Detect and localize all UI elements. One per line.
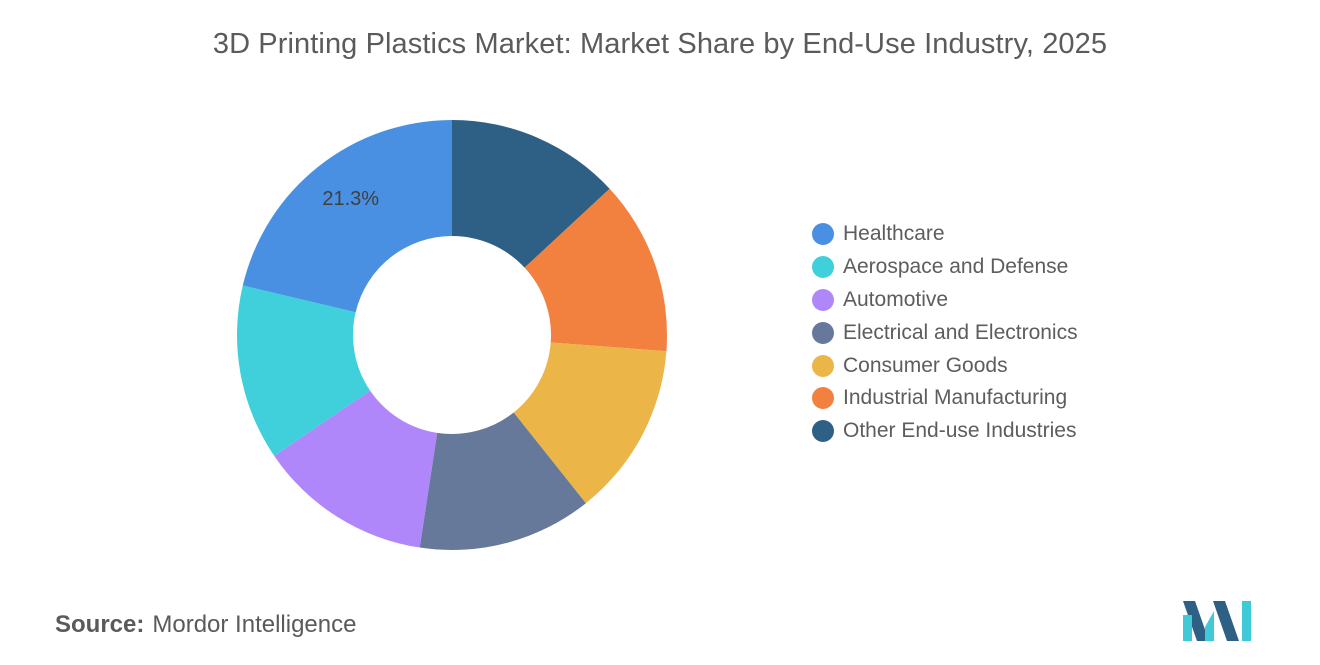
legend-swatch bbox=[812, 420, 834, 443]
legend-label: Aerospace and Defense bbox=[843, 255, 1069, 279]
logo-left-base bbox=[1183, 615, 1192, 641]
legend-swatch bbox=[812, 321, 834, 344]
slice-electrical-and-electronics bbox=[419, 412, 586, 550]
data-label-healthcare: 21.3% bbox=[322, 188, 379, 210]
slice-industrial-manufacturing bbox=[524, 188, 667, 352]
slice-other-end-use-industries bbox=[452, 120, 610, 268]
legend-item-healthcare: Healthcare bbox=[812, 218, 1078, 251]
legend-label: Other End-use Industries bbox=[843, 419, 1077, 443]
logo-right-stroke bbox=[1213, 601, 1239, 641]
slice-aerospace-and-defense bbox=[236, 285, 371, 456]
source-note: Source: Mordor Intelligence bbox=[55, 611, 356, 639]
legend-label: Electrical and Electronics bbox=[843, 320, 1078, 344]
legend-swatch bbox=[812, 256, 834, 279]
legend-label: Healthcare bbox=[843, 222, 945, 246]
donut-slices bbox=[236, 120, 667, 550]
legend-label: Industrial Manufacturing bbox=[843, 386, 1068, 410]
legend-item-consumer-goods: Consumer Goods bbox=[812, 349, 1078, 382]
source-value: Mordor Intelligence bbox=[152, 611, 357, 638]
logo-right-base bbox=[1242, 601, 1251, 641]
source-label: Source: bbox=[55, 611, 145, 638]
legend-swatch bbox=[812, 354, 834, 377]
legend-item-aerospace-and-defense: Aerospace and Defense bbox=[812, 251, 1078, 284]
legend-swatch bbox=[812, 387, 834, 410]
logo-mid-base bbox=[1205, 611, 1214, 641]
logo-left-stroke bbox=[1183, 601, 1209, 641]
legend-item-automotive: Automotive bbox=[812, 284, 1078, 317]
legend-label: Consumer Goods bbox=[843, 353, 1008, 377]
slice-consumer-goods bbox=[513, 342, 667, 504]
chart-title: 3D Printing Plastics Market: Market Shar… bbox=[212, 28, 1108, 60]
slice-healthcare bbox=[242, 120, 452, 313]
legend-swatch bbox=[812, 223, 834, 246]
legend-item-industrial-manufacturing: Industrial Manufacturing bbox=[812, 382, 1078, 415]
mordor-intelligence-logo-icon bbox=[1183, 601, 1251, 641]
data-labels: 21.3% bbox=[322, 188, 379, 210]
legend-swatch bbox=[812, 288, 834, 311]
legend-item-electrical-and-electronics: Electrical and Electronics bbox=[812, 316, 1078, 349]
slice-automotive bbox=[274, 390, 438, 548]
legend-item-other-end-use-industries: Other End-use Industries bbox=[812, 415, 1078, 448]
chart-legend: Healthcare Aerospace and Defense Automotiv… bbox=[812, 218, 1078, 448]
legend-label: Automotive bbox=[843, 287, 949, 311]
